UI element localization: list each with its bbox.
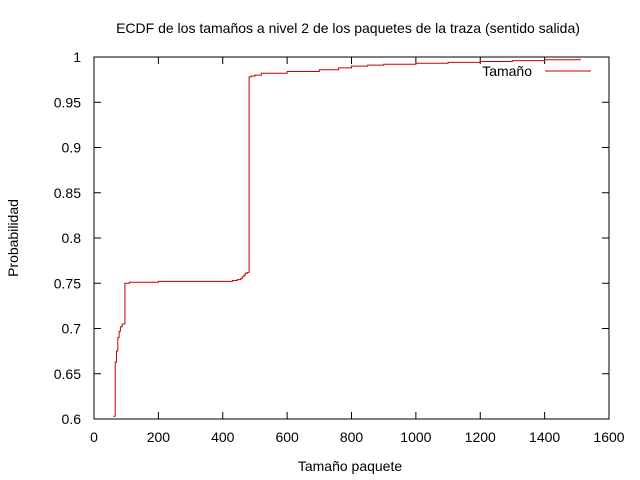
y-tick-label: 0.7 <box>62 321 82 337</box>
x-tick-label: 600 <box>275 429 299 445</box>
axis-ticks: 0 200 400 600 800 1000 1200 1400 1600 0.6 0.65 0.7 0… <box>54 49 625 445</box>
x-tick-label: 800 <box>340 429 364 445</box>
y-tick-label: 1 <box>73 49 81 65</box>
series-line-0 <box>113 58 581 417</box>
y-tick-label: 0.65 <box>54 366 81 382</box>
x-tick-label: 200 <box>147 429 171 445</box>
y-axis-label: Probabilidad <box>5 199 21 277</box>
chart-title: ECDF de los tamaños a nivel 2 de los paq… <box>116 20 580 36</box>
y-tick-label: 0.9 <box>62 140 82 156</box>
y-tick-label: 0.75 <box>54 275 81 291</box>
y-tick-label: 0.8 <box>62 230 82 246</box>
y-tick-label: 0.85 <box>54 185 81 201</box>
x-tick-label: 0 <box>90 429 98 445</box>
y-tick-label: 0.6 <box>62 411 82 427</box>
series-layer <box>113 58 581 417</box>
plot-frame <box>93 56 610 420</box>
x-axis-label: Tamaño paquete <box>298 458 403 474</box>
x-tick-label: 1600 <box>593 429 624 445</box>
x-tick-label: 400 <box>211 429 235 445</box>
x-tick-label: 1400 <box>529 429 560 445</box>
x-tick-label: 1000 <box>400 429 431 445</box>
legend-label: Tamaño <box>482 63 532 79</box>
x-tick-label: 1200 <box>465 429 496 445</box>
y-tick-label: 0.95 <box>54 94 81 110</box>
legend: Tamaño <box>482 63 591 79</box>
